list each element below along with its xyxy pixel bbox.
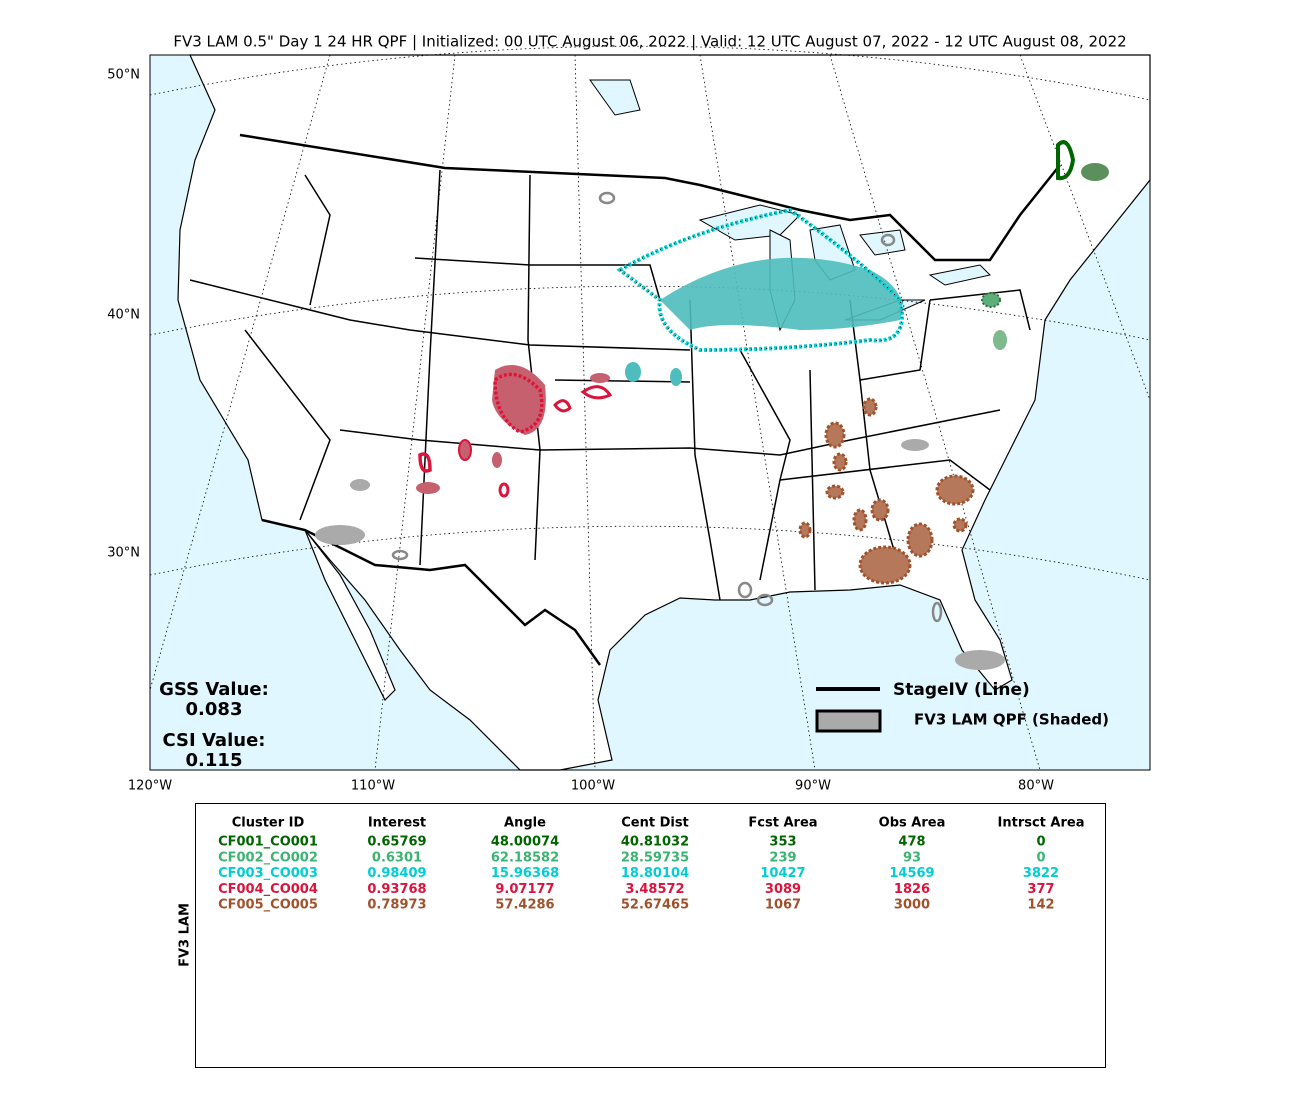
legend: StageIV (Line) FV3 LAM QPF (Shaded) (815, 680, 1109, 733)
table-cell: 142 (1027, 898, 1054, 913)
table-header: Fcst Area (748, 816, 817, 831)
table-cell: 28.59735 (621, 850, 689, 865)
table-cell: 0.6301 (372, 850, 422, 865)
table-cell: 377 (1027, 882, 1054, 897)
stats-table: Cluster ID Interest Angle Cent Dist Fcst Are… (218, 816, 1084, 913)
lat-label: 30°N (107, 546, 140, 561)
table-cell: 0 (1036, 835, 1045, 850)
table-cell: CF005_CO005 (218, 898, 318, 913)
table-cell: 0.93768 (367, 882, 426, 897)
legend-label: StageIV (Line) (893, 680, 1030, 700)
table-cell: 57.4286 (495, 898, 554, 913)
legend-label: FV3 LAM QPF (Shaded) (914, 711, 1109, 729)
table-cell: 10427 (760, 866, 805, 881)
table-cell: 3.48572 (625, 882, 684, 897)
map-frame (149, 54, 1151, 771)
table-cell: 52.67465 (621, 898, 689, 913)
lat-label: 40°N (107, 308, 140, 323)
state-lines (189, 169, 1031, 601)
table-cell: 0.98409 (367, 866, 426, 881)
score-value: 0.083 (186, 699, 243, 720)
graticule (149, 45, 1151, 771)
table-header: Interest (368, 816, 426, 831)
table-cell: 18.80104 (621, 866, 689, 881)
table-cell: 0 (1036, 850, 1045, 865)
baja (304, 529, 396, 702)
table-cell: 40.81032 (621, 835, 689, 850)
table-side-label: FV3 LAM (178, 903, 193, 967)
score-label: CSI Value: (163, 730, 266, 751)
table-cell: 9.07177 (495, 882, 554, 897)
lon-label: 120°W (128, 779, 172, 794)
table-cell: 1826 (894, 882, 930, 897)
table-cell: 353 (769, 835, 796, 850)
table-cell: CF001_CO001 (218, 835, 318, 850)
table-header: Obs Area (879, 816, 946, 831)
table-cell: CF003_CO003 (218, 866, 318, 881)
table-cell: 14569 (889, 866, 934, 881)
lon-label: 90°W (795, 779, 831, 794)
table-cell: 478 (898, 835, 925, 850)
table-cell: 3000 (894, 898, 930, 913)
table-header: Angle (504, 816, 546, 831)
lon-label: 80°W (1018, 779, 1054, 794)
lat-label: 50°N (107, 68, 140, 83)
map-title: FV3 LAM 0.5" Day 1 24 HR QPF | Initializ… (173, 33, 1126, 51)
table-cell: 0.65769 (367, 835, 426, 850)
table-header: Cent Dist (621, 816, 689, 831)
table-cell: 93 (903, 850, 921, 865)
lon-label: 110°W (351, 779, 395, 794)
table-cell: 3822 (1023, 866, 1059, 881)
table-frame (195, 803, 1106, 1068)
table-cell: 0.78973 (367, 898, 426, 913)
score-value: 0.115 (186, 750, 243, 771)
lon-label: 100°W (571, 779, 615, 794)
legend-swatch (815, 709, 882, 733)
table-header: Cluster ID (232, 816, 305, 831)
table-cell: 48.00074 (491, 835, 559, 850)
table-cell: 239 (769, 850, 796, 865)
mexico-border (261, 518, 602, 666)
table-header: Intrsct Area (998, 816, 1085, 831)
table-cell: CF002_CO002 (218, 850, 318, 865)
clusters (315, 140, 1109, 670)
canada-border (239, 133, 1061, 262)
axis-labels: 50°N 40°N 30°N 120°W 110°W 100°W 90°W 80… (107, 68, 1054, 794)
table-cell: 15.96368 (491, 866, 559, 881)
map (149, 45, 1151, 771)
table-cell: CF004_CO004 (218, 882, 318, 897)
table-cell: 62.18582 (491, 850, 559, 865)
table-cell: 3089 (765, 882, 801, 897)
table-cell: 1067 (765, 898, 801, 913)
scores: GSS Value: 0.083 CSI Value: 0.115 (159, 679, 269, 771)
score-label: GSS Value: (159, 679, 269, 700)
